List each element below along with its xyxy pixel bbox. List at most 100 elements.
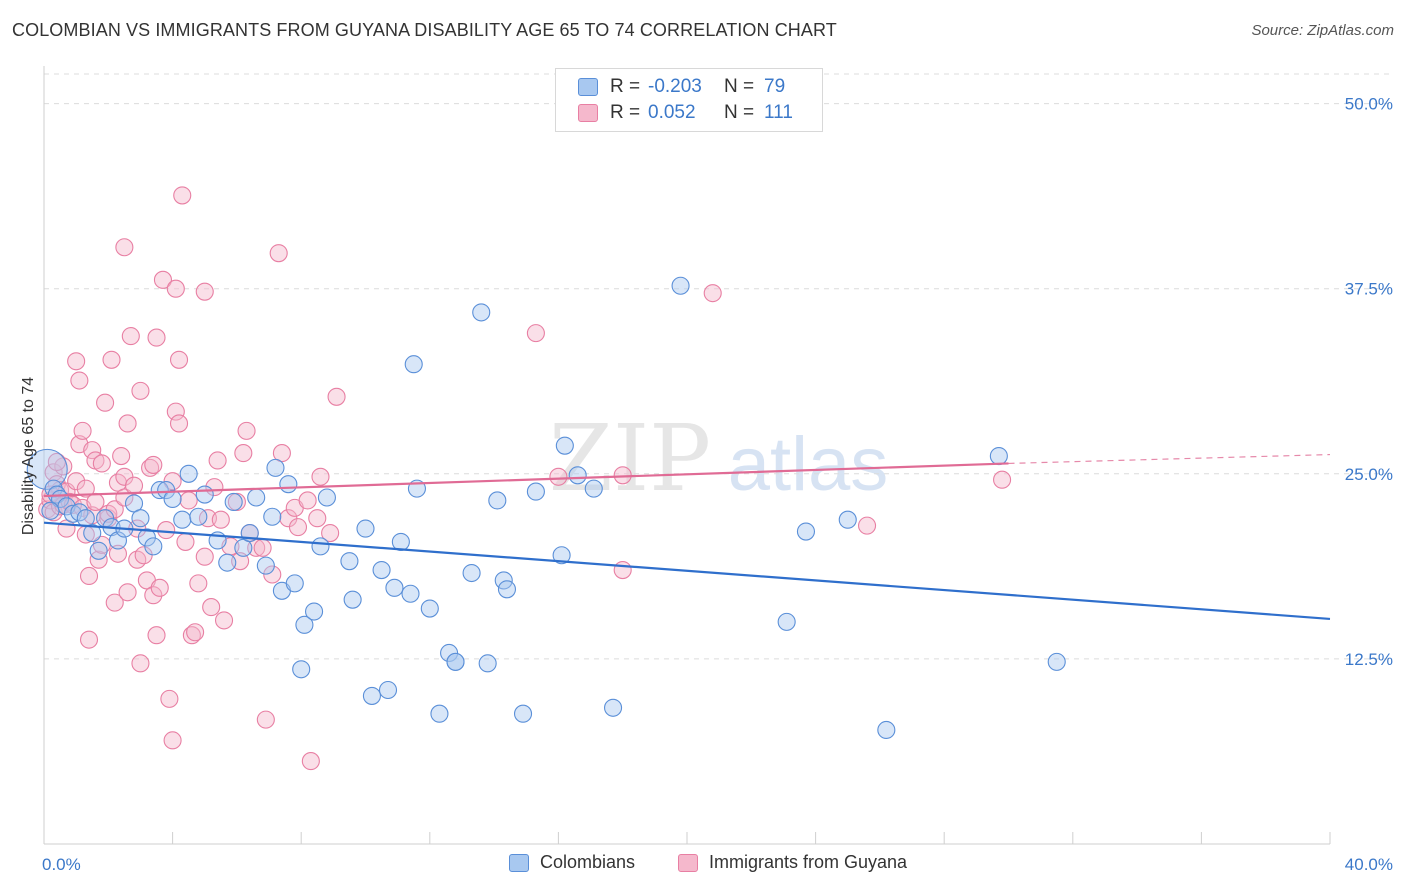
guyana-point: [118, 583, 137, 602]
legend-item-guyana[interactable]: Immigrants from Guyana: [678, 852, 907, 873]
legend-item-colombians[interactable]: Colombians: [509, 852, 635, 873]
guyana-point: [189, 574, 208, 593]
pink-swatch-icon: [578, 104, 598, 122]
colombian-point: [584, 479, 603, 498]
colombian-point: [472, 303, 491, 322]
colombian-point: [362, 686, 381, 705]
colombian-point: [568, 466, 587, 485]
guyana-point: [179, 491, 198, 510]
guyana-point: [298, 491, 317, 510]
n-label: N =: [724, 102, 755, 123]
series-legend: Colombians Immigrants from Guyana: [0, 852, 1406, 878]
chart-title: COLOMBIAN VS IMMIGRANTS FROM GUYANA DISA…: [12, 20, 837, 40]
guyana-point: [208, 451, 227, 470]
guyana-point: [92, 454, 111, 473]
guyana-point: [131, 654, 150, 673]
colombian-point: [1047, 652, 1066, 671]
colombian-point: [137, 528, 156, 547]
colombian-point: [526, 482, 545, 501]
guyana-point: [83, 441, 102, 460]
guyana-point: [79, 566, 99, 586]
colombian-point: [462, 563, 481, 583]
guyana-point: [993, 470, 1012, 489]
colombian-point: [877, 720, 896, 740]
guyana-point: [76, 479, 95, 498]
x-tick-label: 0.0%: [42, 855, 81, 874]
colombian-point: [671, 276, 690, 295]
guyana-point: [237, 421, 256, 440]
colombian-point: [150, 481, 169, 500]
colombian-point: [378, 680, 398, 700]
y-tick-label: 37.5%: [1345, 280, 1393, 299]
guyana-point: [105, 593, 124, 612]
legend-label-guyana: Immigrants from Guyana: [709, 852, 908, 872]
guyana-point: [263, 565, 282, 584]
guyana-point: [141, 458, 160, 477]
colombian-point: [163, 489, 182, 509]
colombian-point: [195, 485, 214, 504]
guyana-point: [160, 689, 179, 708]
guyana-point: [166, 402, 185, 421]
y-tick-labels: 12.5% 25.0% 37.5% 50.0%: [1345, 95, 1393, 669]
guyana-point: [526, 324, 545, 343]
gridlines: [44, 73, 1394, 660]
pink-swatch-icon: [678, 853, 698, 872]
guyana-point: [195, 282, 214, 301]
y-tick-label: 12.5%: [1345, 650, 1393, 669]
blue-swatch-icon: [509, 853, 529, 872]
legend-row-colombians: R = -0.203 N = 79: [578, 74, 785, 100]
guyana-trend-extension: [1008, 453, 1331, 465]
colombian-point: [989, 446, 1008, 466]
colombian-point: [340, 552, 359, 571]
guyana-point: [121, 327, 140, 346]
r-label: R =: [610, 102, 641, 123]
colombian-point: [401, 584, 420, 603]
guyana-point: [147, 328, 166, 347]
colombian-point: [305, 602, 324, 621]
guyana-point: [327, 387, 346, 406]
guyana-point: [131, 381, 150, 400]
colombian-point: [131, 509, 150, 528]
source-credit: Source: ZipAtlas.com: [1251, 22, 1394, 39]
colombian-point: [295, 615, 314, 634]
colombian-point: [385, 578, 404, 597]
colombian-point: [41, 501, 60, 520]
colombian-point: [224, 492, 243, 511]
colombian-point: [343, 590, 362, 609]
colombian-point: [173, 510, 192, 529]
colombian-point: [108, 531, 127, 550]
guyana-point: [613, 561, 632, 580]
y-axis-label: Disability Age 65 to 74: [20, 377, 37, 535]
guyana-point: [321, 523, 340, 543]
colombian-point: [478, 654, 497, 673]
guyana-point: [157, 521, 176, 540]
r-label: R =: [610, 76, 641, 97]
guyana-point: [70, 371, 89, 390]
guyana-point: [214, 611, 234, 630]
guyana-point: [703, 284, 722, 303]
colombian-trend-line: [43, 521, 1331, 621]
guyana-point: [108, 544, 127, 563]
guyana-point: [144, 455, 163, 474]
colombian-point: [89, 541, 108, 560]
guyana-point: [549, 467, 568, 486]
x-tick-labels: 0.0% 40.0%: [42, 855, 1393, 874]
guyana-trend-line: [43, 462, 1009, 498]
guyana-point: [308, 509, 327, 528]
guyana-point: [176, 532, 195, 551]
guyana-point: [173, 186, 192, 205]
colombian-point: [311, 537, 330, 556]
guyana-point: [44, 463, 63, 482]
colombian-point: [404, 355, 423, 374]
axes: [43, 66, 1331, 845]
guyana-point: [182, 626, 201, 645]
colombian-point: [497, 580, 517, 599]
watermark-zip: ZIP: [549, 405, 711, 512]
colombian-point: [292, 660, 311, 679]
guyana-point: [211, 510, 230, 529]
guyana-point: [153, 270, 173, 289]
colombian-point: [796, 522, 816, 541]
guyana-point: [112, 446, 131, 466]
y-tick-label: 25.0%: [1345, 465, 1393, 484]
